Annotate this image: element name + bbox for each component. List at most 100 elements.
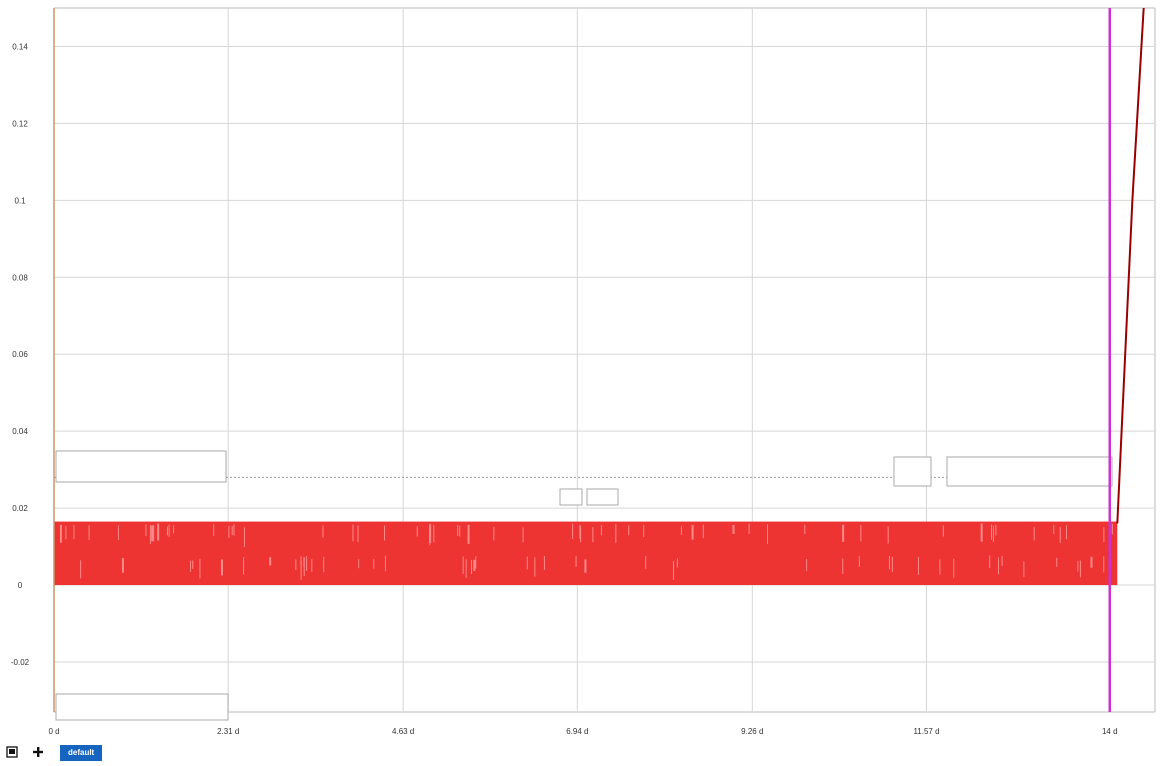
annotation-box [893, 456, 932, 487]
band-gap [243, 527, 245, 547]
band-gap [592, 527, 594, 543]
band-gap [166, 526, 168, 536]
x-tick-label: 11.57 d [913, 727, 939, 736]
band-gap [416, 526, 418, 537]
band-gap [80, 560, 82, 579]
band-gap [168, 524, 170, 538]
band-gap [462, 556, 464, 574]
band-gap [233, 524, 235, 536]
image-export-icon[interactable] [4, 744, 20, 760]
band-gap [992, 525, 994, 542]
band-gap [534, 557, 536, 577]
y-tick-label: -0.02 [11, 658, 30, 667]
y-tick-label: 0 [18, 581, 23, 590]
band-gap [300, 560, 302, 581]
band-gap [457, 525, 459, 537]
band-gap [173, 525, 175, 534]
band-gap [543, 555, 545, 570]
band-gap [1001, 555, 1003, 566]
band-gap [1056, 557, 1058, 567]
y-tick-label: 0.1 [14, 196, 26, 205]
y-tick-label: 0.04 [12, 427, 28, 436]
grid-layer [54, 7, 1156, 713]
band-gap [1059, 527, 1061, 544]
band-gap [303, 557, 305, 577]
series-line [1116, 7, 1145, 524]
band-gap [433, 524, 435, 543]
band-gap [1053, 524, 1055, 534]
band-gap [475, 556, 477, 569]
band-gap [192, 560, 194, 569]
overlay-layer [54, 450, 1114, 721]
band-gap [732, 525, 735, 534]
band-gap [190, 560, 192, 572]
band-gap [643, 524, 645, 538]
band-gap [917, 557, 919, 575]
band-gap [73, 524, 75, 539]
band-gap [600, 525, 602, 536]
bottom-toolbar: default [0, 740, 1161, 766]
band-gap [1090, 556, 1093, 568]
band-gap [526, 556, 528, 570]
band-gap [997, 557, 999, 575]
band-gap [493, 526, 495, 541]
add-icon[interactable] [30, 744, 46, 760]
series-layer [54, 7, 1145, 586]
band-gap [887, 526, 889, 544]
band-gap [888, 555, 890, 570]
band-gap [352, 524, 354, 542]
annotation-box [946, 456, 1113, 487]
band-gap [1023, 561, 1025, 577]
band-gap [980, 523, 983, 542]
x-tick-label: 9.26 d [741, 727, 763, 736]
band-gap [429, 527, 431, 546]
band-gap [145, 524, 147, 536]
band-gap [691, 525, 694, 540]
band-gap [806, 558, 808, 571]
y-tick-label: 0.12 [12, 119, 28, 128]
y-tick-label: 0.06 [12, 350, 28, 359]
band-gap [939, 559, 941, 575]
annotation-box [586, 488, 619, 506]
band-gap [989, 555, 991, 569]
band-gap [157, 523, 160, 541]
band-gap [357, 525, 359, 543]
x-tick-label: 4.63 d [392, 727, 414, 736]
band-gap [995, 524, 997, 536]
marker-layer [53, 8, 1112, 712]
band-gap [615, 524, 617, 543]
band-gap [842, 558, 844, 574]
band-gap [471, 560, 473, 575]
x-tick-label: 2.31 d [217, 727, 239, 736]
band-gap [243, 557, 245, 575]
band-gap [676, 558, 678, 568]
band-gap [680, 526, 682, 536]
band-gap [199, 558, 201, 579]
band-gap [572, 523, 574, 540]
band-gap [804, 524, 806, 535]
x-tick-label: 6.94 d [566, 727, 588, 736]
band-gap [153, 525, 155, 542]
band-gap [628, 525, 630, 536]
band-gap [991, 524, 993, 540]
band-gap [860, 524, 862, 542]
band-gap [88, 525, 90, 540]
y-tick-label: 0.02 [12, 504, 28, 513]
band-gap [748, 523, 750, 534]
band-gap [373, 558, 375, 569]
band-gap [1079, 560, 1081, 578]
band-gap [323, 556, 325, 573]
band-gap [645, 556, 647, 569]
band-gap [473, 559, 476, 571]
tab-default[interactable]: default [60, 745, 103, 761]
band-gap [459, 525, 461, 537]
band-gap [891, 556, 893, 572]
band-gap [1103, 556, 1105, 573]
band-gap [767, 524, 769, 545]
band-gap [580, 525, 582, 543]
band-gap [306, 556, 308, 571]
band-gap [465, 559, 467, 578]
band-gap [575, 556, 577, 567]
x-tick-label: 0 d [48, 727, 59, 736]
band-gap [59, 524, 62, 543]
